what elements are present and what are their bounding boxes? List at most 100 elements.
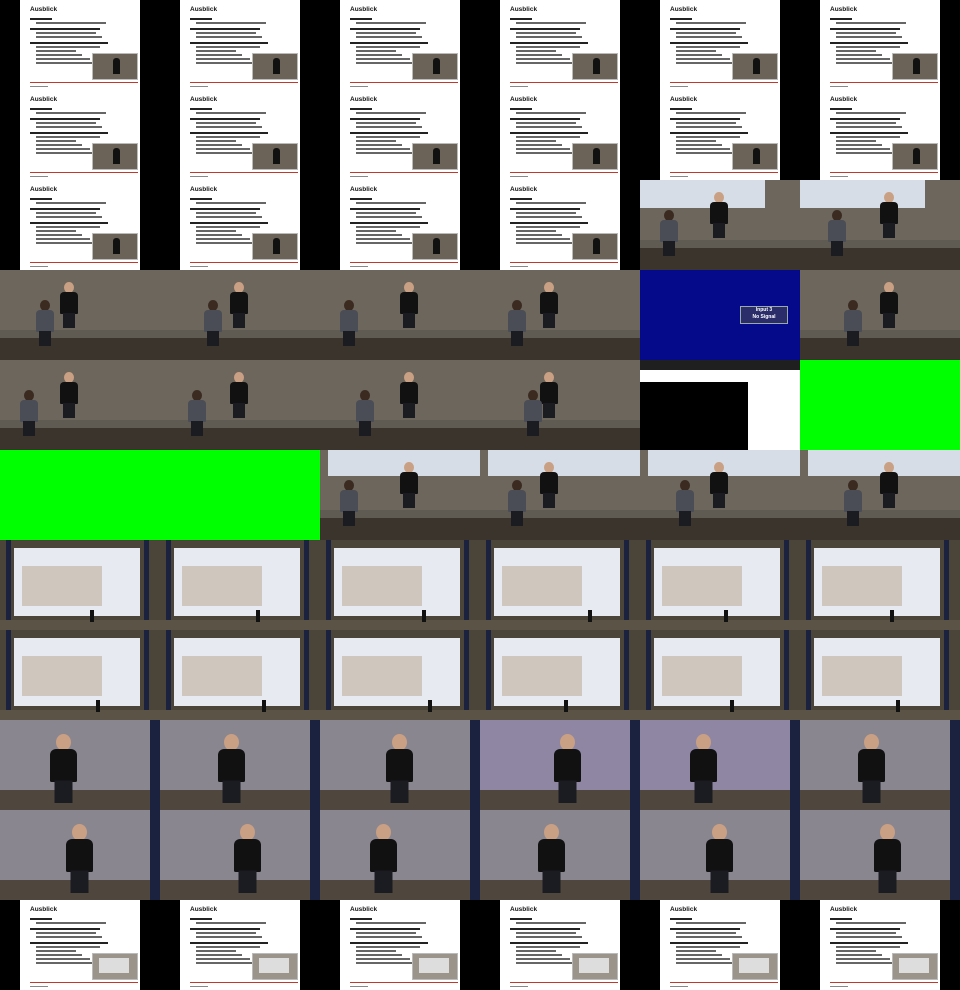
slide-title: Ausblick [30,186,58,193]
tile-stage-window [800,450,960,540]
tile-stage [480,360,640,450]
tile-slide: Ausblick [0,0,160,90]
tile-closeup [160,810,320,900]
slide-title: Ausblick [350,186,378,193]
tile-closeup-violet [640,720,800,810]
speaker-small [724,610,728,622]
person-figure [524,390,542,436]
projection-screen [14,638,140,706]
tile-green [800,360,960,450]
tile-stage [0,360,160,450]
tile-stage [480,270,640,360]
speaker-inset [732,953,778,980]
person-figure [234,824,261,893]
projection-screen [334,548,460,616]
person-figure [880,282,898,328]
person-figure [36,300,54,346]
projection-screen [648,450,800,476]
speaker-inset [892,53,938,80]
speaker-small [730,700,734,712]
speaker-small [428,700,432,712]
speaker-inset [92,53,138,80]
person-figure [218,734,245,803]
tile-hall [0,540,160,630]
speaker-inset [732,53,778,80]
tile-closeup [640,810,800,900]
person-figure [60,282,78,328]
projection-screen [328,450,480,476]
slide-title: Ausblick [830,96,858,103]
tile-slide-end: Ausblick [800,900,960,990]
tile-hall [160,540,320,630]
tile-slide: Ausblick [640,0,800,90]
projection-screen [494,548,620,616]
projection-screen [808,450,960,476]
speaker-inset [412,143,458,170]
tile-slide-end: Ausblick [0,900,160,990]
speaker-small [896,700,900,712]
tile-stage [160,360,320,450]
person-figure [874,824,901,893]
speaker-inset [92,143,138,170]
speaker-inset [412,233,458,260]
speaker-inset [572,953,618,980]
person-figure [400,372,418,418]
tile-stage-window [480,450,640,540]
tile-slide-end: Ausblick [320,900,480,990]
person-figure [50,734,77,803]
tile-hall [800,540,960,630]
no-signal-message: Input 3 No Signal [740,306,788,324]
projection-screen [488,450,640,476]
tile-closeup [160,720,320,810]
speaker-small [890,610,894,622]
tile-stage [800,270,960,360]
person-figure [710,462,728,508]
tile-stage-screen [640,180,800,270]
speaker-inset [252,953,298,980]
tile-no-signal: Input 3 No Signal [640,270,800,360]
speaker-inset [252,53,298,80]
speaker-inset [412,53,458,80]
person-figure [370,824,397,893]
speaker-small [588,610,592,622]
slide-title: Ausblick [830,6,858,13]
slide-title: Ausblick [30,6,58,13]
tile-hall [640,540,800,630]
tile-hall [0,630,160,720]
speaker-inset [412,953,458,980]
person-figure [508,300,526,346]
projection-screen [174,548,300,616]
tile-stage [160,270,320,360]
tile-slide: Ausblick [320,0,480,90]
slide-title: Ausblick [510,96,538,103]
person-figure [20,390,38,436]
speaker-inset [572,53,618,80]
no-signal-text: No Signal [752,314,776,320]
tile-stage [320,270,480,360]
projection-screen [654,548,780,616]
person-figure [828,210,846,256]
slide-title: Ausblick [670,96,698,103]
person-figure [60,372,78,418]
tile-slide: Ausblick [480,90,640,180]
slide-title: Ausblick [190,186,218,193]
tile-slide-end: Ausblick [160,900,320,990]
slide-title: Ausblick [30,906,58,913]
person-figure [400,462,418,508]
tile-slide: Ausblick [800,90,960,180]
tile-hall [800,630,960,720]
slide-title: Ausblick [350,96,378,103]
projection-screen [800,180,925,208]
projection-screen [494,638,620,706]
no-signal-input: Input 3 [755,307,773,313]
tile-slide: Ausblick [0,180,160,270]
person-figure [230,282,248,328]
speaker-small [96,700,100,712]
tile-hall [320,540,480,630]
person-figure [540,282,558,328]
tile-desktop [640,360,800,450]
slide-title: Ausblick [30,96,58,103]
projection-screen [334,638,460,706]
slide-title: Ausblick [510,6,538,13]
